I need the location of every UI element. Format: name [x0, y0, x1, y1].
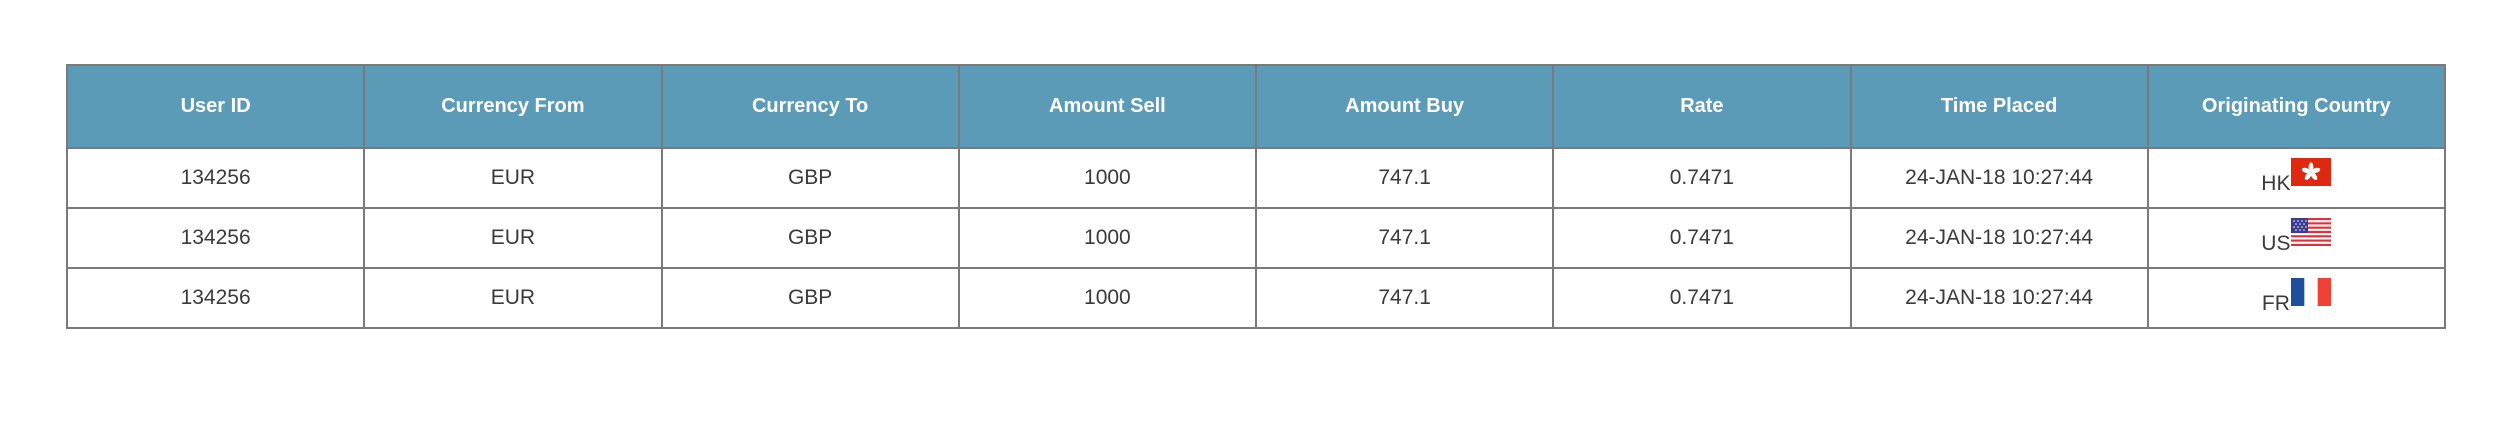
- header-time-placed: Time Placed: [1849, 64, 2149, 149]
- cell-originating-country: HK: [2146, 147, 2447, 209]
- table-body: 134256 EUR GBP 1000 747.1 0.7471 24-JAN-…: [65, 147, 2447, 329]
- country-code: HK: [2261, 172, 2291, 195]
- cell-user-id: 134256: [65, 147, 366, 209]
- table-row: 134256 EUR GBP 1000 747.1 0.7471 24-JAN-…: [65, 207, 2447, 269]
- cell-currency-from: EUR: [363, 207, 663, 269]
- cell-amount-sell: 1000: [957, 267, 1258, 329]
- cell-currency-from: EUR: [363, 147, 663, 209]
- cell-time-placed: 24-JAN-18 10:27:44: [1849, 207, 2149, 269]
- country-wrapper: FR: [2262, 278, 2331, 315]
- country-wrapper: HK: [2261, 158, 2332, 195]
- cell-user-id: 134256: [65, 207, 366, 269]
- header-user-id: User ID: [65, 64, 366, 149]
- header-rate: Rate: [1552, 64, 1852, 149]
- trades-table: User ID Currency From Currency To Amount…: [65, 64, 2447, 329]
- cell-amount-sell: 1000: [957, 207, 1258, 269]
- hong-kong-flag-icon: [2291, 158, 2332, 186]
- header-currency-to: Currency To: [660, 64, 960, 149]
- us-flag-icon: [2291, 218, 2332, 246]
- cell-rate: 0.7471: [1552, 207, 1852, 269]
- cell-currency-from: EUR: [363, 267, 663, 329]
- cell-currency-to: GBP: [660, 267, 960, 329]
- cell-amount-buy: 747.1: [1254, 147, 1555, 209]
- cell-amount-sell: 1000: [957, 147, 1258, 209]
- cell-currency-to: GBP: [660, 207, 960, 269]
- trades-table-container: User ID Currency From Currency To Amount…: [65, 64, 2447, 329]
- cell-user-id: 134256: [65, 267, 366, 329]
- table-header: User ID Currency From Currency To Amount…: [65, 64, 2447, 149]
- cell-time-placed: 24-JAN-18 10:27:44: [1849, 147, 2149, 209]
- cell-originating-country: FR: [2146, 267, 2447, 329]
- country-code: US: [2261, 232, 2291, 255]
- cell-rate: 0.7471: [1552, 147, 1852, 209]
- cell-originating-country: US: [2146, 207, 2447, 269]
- country-wrapper: US: [2261, 218, 2332, 255]
- cell-amount-buy: 747.1: [1254, 207, 1555, 269]
- table-row: 134256 EUR GBP 1000 747.1 0.7471 24-JAN-…: [65, 267, 2447, 329]
- header-amount-sell: Amount Sell: [957, 64, 1258, 149]
- cell-time-placed: 24-JAN-18 10:27:44: [1849, 267, 2149, 329]
- header-amount-buy: Amount Buy: [1254, 64, 1555, 149]
- cell-rate: 0.7471: [1552, 267, 1852, 329]
- header-row: User ID Currency From Currency To Amount…: [65, 64, 2447, 149]
- cell-amount-buy: 747.1: [1254, 267, 1555, 329]
- table-row: 134256 EUR GBP 1000 747.1 0.7471 24-JAN-…: [65, 147, 2447, 209]
- header-originating-country: Originating Country: [2146, 64, 2447, 149]
- header-currency-from: Currency From: [363, 64, 663, 149]
- france-flag-icon: [2290, 278, 2331, 306]
- cell-currency-to: GBP: [660, 147, 960, 209]
- country-code: FR: [2261, 292, 2290, 315]
